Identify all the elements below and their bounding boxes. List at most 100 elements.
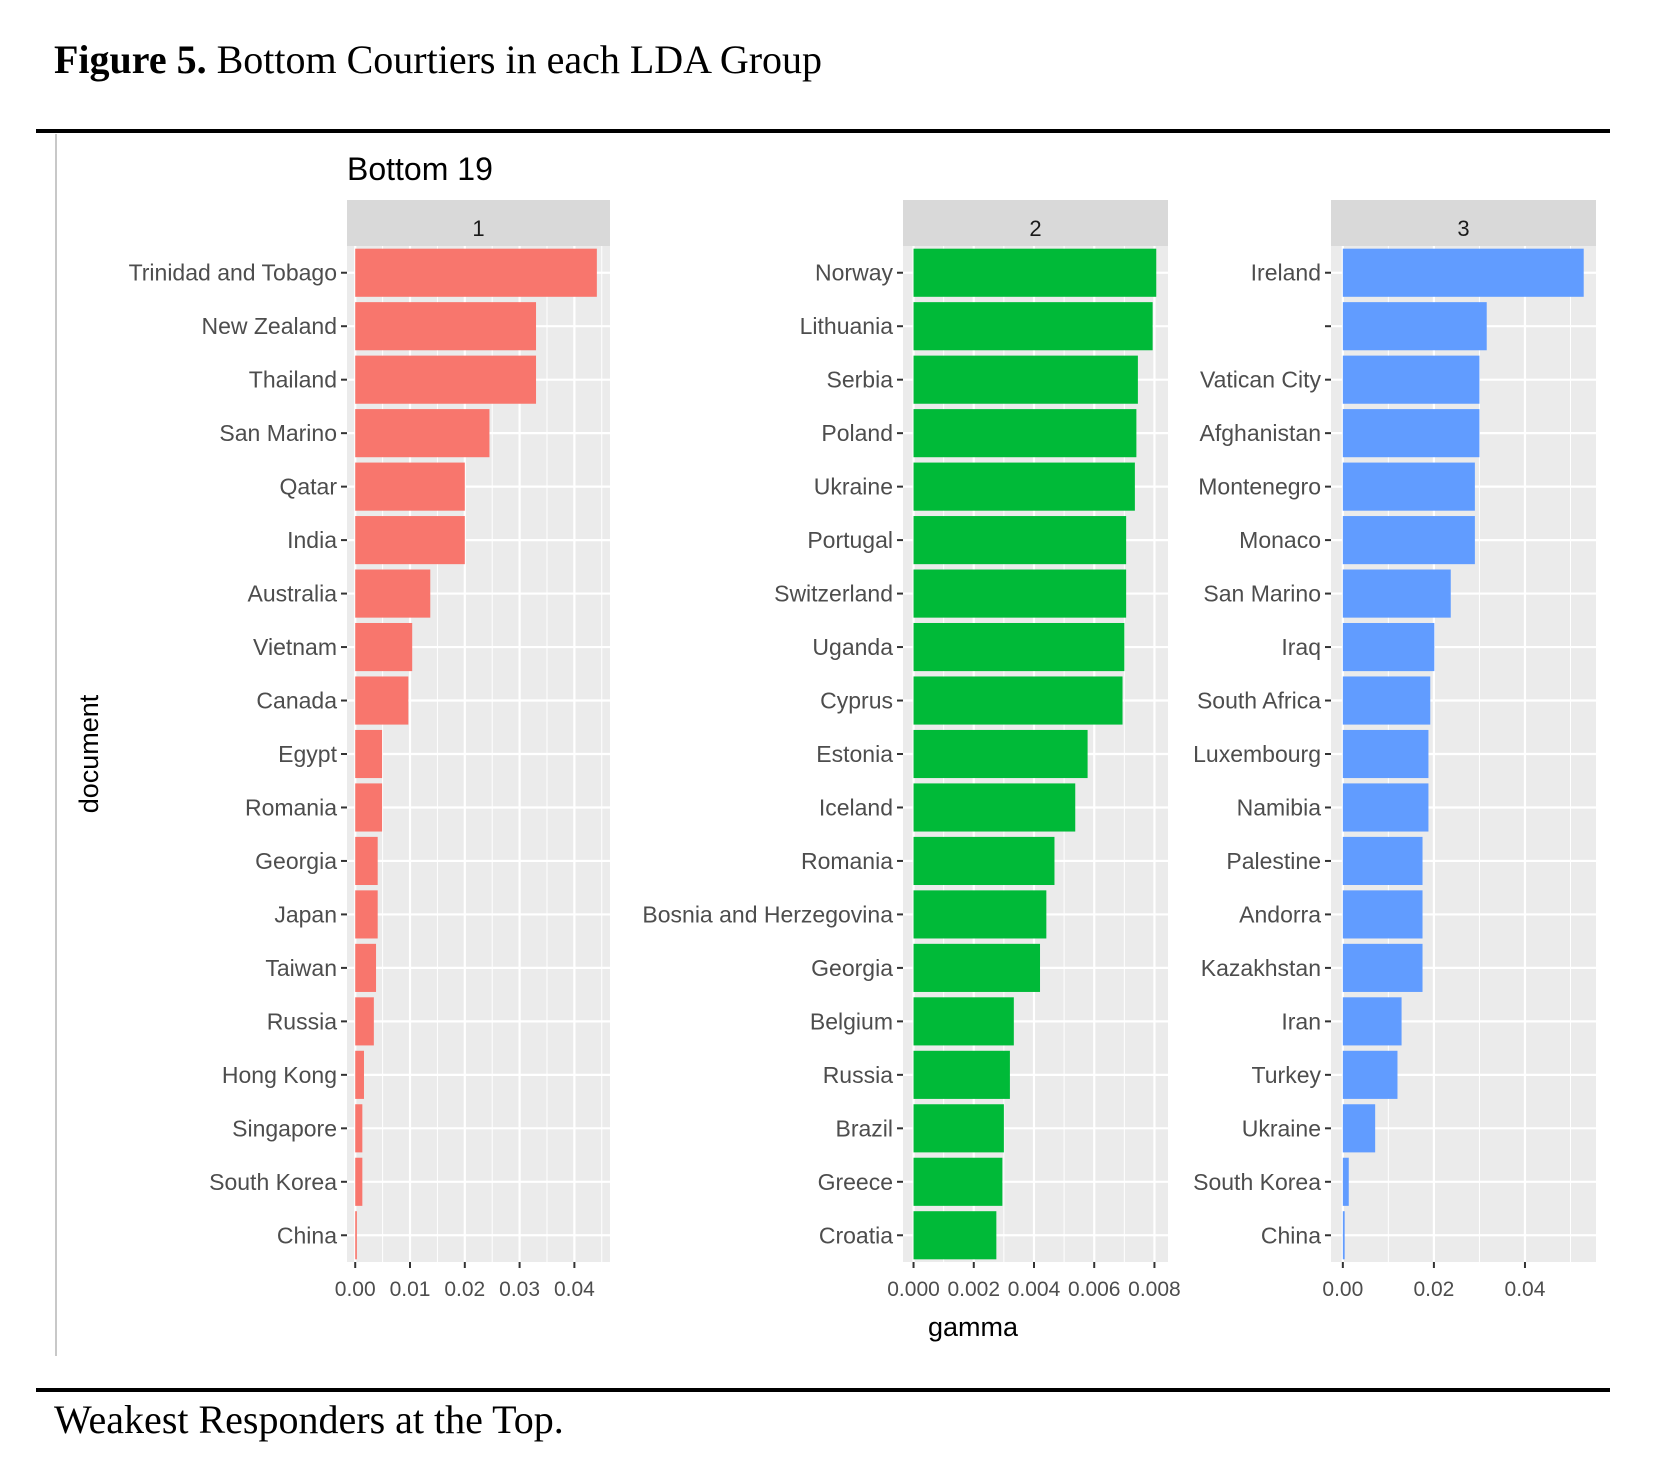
bar [355, 1050, 364, 1099]
bar [355, 409, 490, 458]
category-label: Poland [821, 420, 893, 446]
bar [913, 1104, 1004, 1153]
bar [1342, 622, 1435, 672]
bar [913, 836, 1055, 886]
bar [913, 1050, 1010, 1099]
bar [913, 622, 1125, 672]
category-label: Georgia [255, 848, 337, 874]
bar [913, 943, 1041, 992]
category-label: San Marino [1203, 581, 1321, 607]
category-label: Greece [818, 1169, 893, 1195]
category-label: Qatar [279, 474, 337, 500]
x-tick-label: 0.006 [1068, 1278, 1121, 1301]
bar [1342, 783, 1429, 832]
bar [913, 409, 1137, 458]
bar [913, 1211, 997, 1260]
facet-panel-2: 2 Norway Lithuania Serbia Poland Ukraine Portu… [642, 200, 1181, 1301]
category-label: Cyprus [820, 688, 893, 714]
bar [913, 302, 1153, 351]
category-label: Iceland [819, 794, 893, 820]
x-tick-label: 0.000 [887, 1278, 940, 1301]
bar [355, 302, 537, 351]
category-label: New Zealand [201, 313, 337, 339]
bar [913, 783, 1076, 832]
facet-strip [1331, 200, 1596, 246]
bar [1342, 1211, 1345, 1260]
bar [355, 355, 537, 404]
facet-strip-label: 2 [1029, 216, 1041, 241]
bar [1342, 355, 1480, 404]
bar [355, 836, 378, 886]
bar [913, 676, 1123, 725]
category-label: Taiwan [265, 955, 337, 981]
category-label: Lithuania [800, 313, 894, 339]
facet-strip [347, 200, 610, 246]
bar [1342, 516, 1475, 565]
category-label: Montenegro [1198, 474, 1321, 500]
category-label: Luxembourg [1193, 741, 1321, 767]
bar [355, 1104, 363, 1153]
bar [1342, 836, 1423, 886]
facet-strip-label: 1 [472, 216, 484, 241]
bar [1342, 997, 1402, 1046]
bar [355, 622, 413, 672]
category-label: South Korea [1193, 1169, 1321, 1195]
bar [1342, 676, 1431, 725]
figure-caption-text: Bottom Courtiers in each LDA Group [216, 37, 823, 82]
category-label: Thailand [249, 367, 337, 393]
bar [355, 676, 409, 725]
x-tick-label: 0.02 [1413, 1278, 1454, 1301]
category-label: Portugal [807, 527, 893, 553]
bar [913, 462, 1135, 511]
bar [1342, 1050, 1398, 1099]
category-label: Vatican City [1200, 367, 1322, 393]
x-tick-label: 0.00 [335, 1278, 376, 1301]
category-label: Iran [1281, 1008, 1321, 1034]
category-label: Georgia [811, 955, 893, 981]
category-label: Croatia [819, 1222, 893, 1248]
category-label: San Marino [219, 420, 337, 446]
category-label: China [1261, 1222, 1321, 1248]
bar [355, 248, 597, 297]
bar [355, 783, 383, 832]
bar [355, 890, 378, 939]
bar [355, 1211, 357, 1260]
bar [1342, 462, 1475, 511]
bar [1342, 729, 1429, 779]
category-label: Iraq [1281, 634, 1321, 660]
x-tick-label: 0.03 [499, 1278, 540, 1301]
x-axis-title: gamma [928, 1312, 1019, 1342]
category-label: Romania [801, 848, 893, 874]
facet-strip [903, 200, 1168, 246]
category-label: Switzerland [774, 581, 893, 607]
bar [913, 248, 1157, 297]
y-axis-title: document [74, 694, 104, 813]
category-label: Romania [245, 794, 337, 820]
category-label: Russia [267, 1008, 338, 1034]
bar [355, 462, 465, 511]
bottom-rule [36, 1388, 1610, 1392]
category-label: Norway [815, 260, 893, 286]
category-label: Bosnia and Herzegovina [642, 901, 893, 927]
figure-note: Weakest Responders at the Top. [54, 1397, 564, 1442]
bar [913, 355, 1138, 404]
category-label: Brazil [835, 1115, 893, 1141]
category-label: China [277, 1222, 337, 1248]
figure-caption: Figure 5. Bottom Courtiers in each LDA G… [54, 36, 822, 83]
category-label: Turkey [1252, 1062, 1322, 1088]
category-label: Palestine [1226, 848, 1321, 874]
bar [355, 516, 465, 565]
category-label: Afghanistan [1200, 420, 1321, 446]
bar [355, 997, 374, 1046]
bar [1342, 248, 1584, 297]
facet-strip-label: 3 [1457, 216, 1469, 241]
category-label: Egypt [278, 741, 337, 767]
bar [355, 569, 431, 618]
category-label: Belgium [810, 1008, 893, 1034]
bar [355, 1157, 363, 1206]
figure-caption-label: Figure 5. [54, 37, 207, 82]
category-label: India [287, 527, 337, 553]
bar [1342, 302, 1487, 351]
chart-title: Bottom 19 [347, 151, 493, 187]
